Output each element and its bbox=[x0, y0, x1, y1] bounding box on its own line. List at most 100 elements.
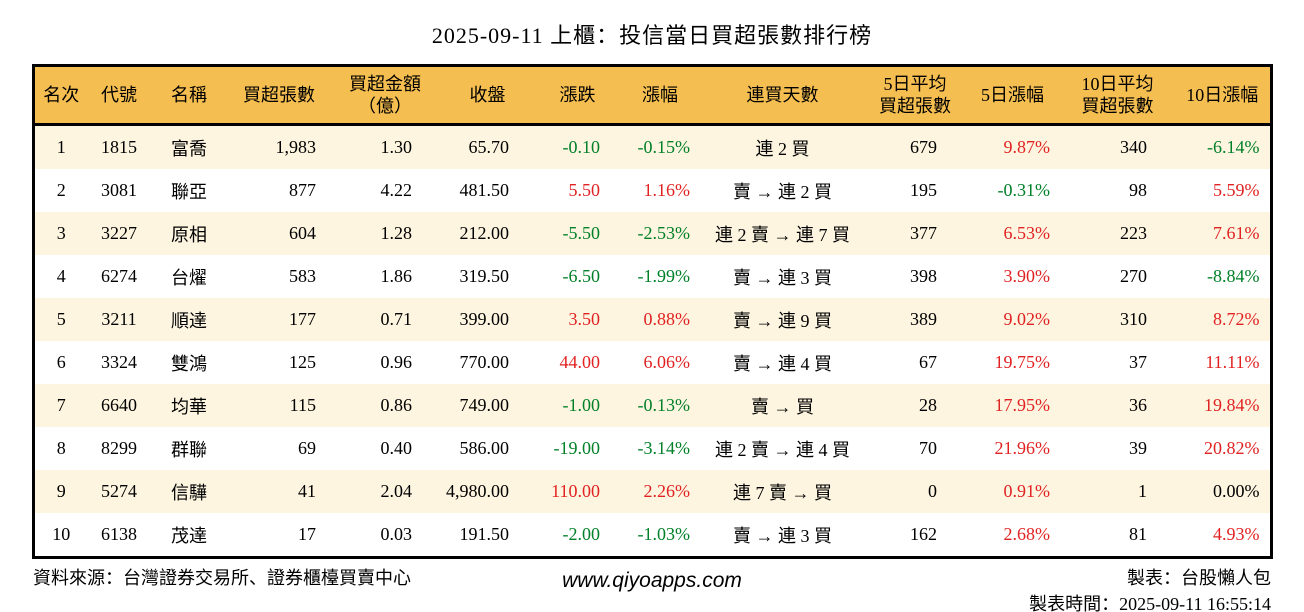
cell-avg5-net-buy: 162 bbox=[910, 524, 937, 544]
cell-net-buy-amount: 0.71 bbox=[380, 309, 413, 329]
cell-net-buy-amount: 0.86 bbox=[380, 395, 413, 415]
table-header: 名次 代號 名稱 買超張數 買超金額 （億） 收盤 漲跌 漲幅 連買天數 5日平… bbox=[33, 65, 1271, 126]
cell-pct5: 6.53% bbox=[1003, 223, 1051, 243]
cell-change-pct: -2.53% bbox=[637, 223, 691, 243]
cell-avg10-net-buy: 36 bbox=[1129, 395, 1147, 415]
cell-pct10: 7.61% bbox=[1213, 223, 1260, 243]
column-header-avg5-net-buy: 5日平均 買超張數 bbox=[865, 65, 965, 126]
column-header-buy-streak: 連買天數 bbox=[700, 65, 865, 126]
cell-stock-code: 1815 bbox=[101, 137, 137, 157]
cell-net-buy-amount: 2.04 bbox=[380, 481, 413, 501]
cell-rank: 7 bbox=[56, 395, 66, 415]
column-header-pct5: 5日漲幅 bbox=[965, 65, 1060, 126]
cell-close-price: 399.00 bbox=[459, 309, 510, 329]
cell-buy-streak: 賣 → 連 3 買 bbox=[733, 267, 832, 288]
cell-net-buy-amount: 0.03 bbox=[380, 524, 413, 544]
cell-avg10-net-buy: 98 bbox=[1129, 180, 1147, 200]
cell-stock-name: 聯亞 bbox=[171, 181, 207, 202]
cell-net-buy-amount: 4.22 bbox=[380, 180, 413, 200]
cell-close-price: 586.00 bbox=[459, 438, 510, 458]
cell-pct10: 11.11% bbox=[1205, 352, 1260, 372]
cell-net-buy-volume: 583 bbox=[289, 266, 316, 286]
cell-change: -5.50 bbox=[562, 223, 601, 243]
cell-stock-code: 3211 bbox=[101, 309, 137, 329]
table-row: 2 3081 聯亞 877 4.22 481.50 5.50 1.16% 賣 →… bbox=[33, 169, 1271, 212]
cell-avg10-net-buy: 39 bbox=[1129, 438, 1147, 458]
cell-avg10-net-buy: 270 bbox=[1120, 266, 1147, 286]
table-row: 9 5274 信驊 41 2.04 4,980.00 110.00 2.26% … bbox=[33, 470, 1271, 513]
cell-change: -0.10 bbox=[562, 137, 601, 157]
cell-net-buy-volume: 41 bbox=[298, 481, 316, 501]
cell-pct10: 0.00% bbox=[1213, 481, 1260, 501]
cell-change: 5.50 bbox=[568, 180, 601, 200]
cell-close-price: 319.50 bbox=[459, 266, 510, 286]
cell-avg5-net-buy: 377 bbox=[910, 223, 937, 243]
cell-stock-name: 台燿 bbox=[171, 267, 207, 288]
cell-stock-code: 3227 bbox=[101, 223, 137, 243]
cell-net-buy-volume: 604 bbox=[289, 223, 316, 243]
cell-buy-streak: 賣 → 買 bbox=[751, 396, 814, 417]
cell-stock-name: 雙鴻 bbox=[171, 353, 207, 374]
cell-buy-streak: 賣 → 連 4 買 bbox=[733, 353, 832, 374]
cell-buy-streak: 賣 → 連 9 買 bbox=[733, 310, 832, 331]
cell-buy-streak: 連 7 賣 → 買 bbox=[733, 482, 832, 503]
cell-avg5-net-buy: 0 bbox=[928, 481, 937, 501]
cell-buy-streak: 連 2 賣 → 連 4 買 bbox=[715, 439, 850, 460]
cell-close-price: 770.00 bbox=[459, 352, 510, 372]
cell-change-pct: 2.26% bbox=[643, 481, 691, 501]
cell-rank: 10 bbox=[52, 524, 71, 544]
website-url: www.qiyoapps.com bbox=[562, 569, 742, 592]
cell-avg5-net-buy: 389 bbox=[910, 309, 937, 329]
cell-change: -2.00 bbox=[562, 524, 601, 544]
cell-net-buy-amount: 1.28 bbox=[380, 223, 413, 243]
cell-rank: 5 bbox=[56, 309, 66, 329]
cell-pct5: 0.91% bbox=[1003, 481, 1051, 501]
cell-change: -1.00 bbox=[562, 395, 601, 415]
cell-change-pct: -0.15% bbox=[637, 137, 691, 157]
data-source-note: 資料來源：台灣證券交易所、證券櫃檯買賣中心 bbox=[33, 568, 411, 588]
credits-block: 製表：台股懶人包 製表時間：2025-09-11 16:55:14 bbox=[742, 565, 1271, 612]
cell-net-buy-volume: 115 bbox=[289, 395, 316, 415]
cell-stock-name: 順達 bbox=[171, 310, 207, 331]
cell-buy-streak: 賣 → 連 3 買 bbox=[733, 525, 832, 546]
cell-avg10-net-buy: 37 bbox=[1129, 352, 1147, 372]
table-row: 10 6138 茂達 17 0.03 191.50 -2.00 -1.03% 賣… bbox=[33, 513, 1271, 558]
cell-change-pct: 1.16% bbox=[643, 180, 691, 200]
table-row: 4 6274 台燿 583 1.86 319.50 -6.50 -1.99% 賣… bbox=[33, 255, 1271, 298]
cell-stock-name: 群聯 bbox=[171, 439, 207, 460]
cell-net-buy-amount: 0.40 bbox=[380, 438, 413, 458]
column-header-net-buy-amount: 買超金額 （億） bbox=[330, 65, 440, 126]
cell-change-pct: -1.99% bbox=[637, 266, 691, 286]
ranking-table: 名次 代號 名稱 買超張數 買超金額 （億） 收盤 漲跌 漲幅 連買天數 5日平… bbox=[31, 64, 1273, 559]
cell-pct5: 21.96% bbox=[994, 438, 1051, 458]
cell-pct5: 19.75% bbox=[994, 352, 1051, 372]
cell-avg5-net-buy: 28 bbox=[919, 395, 937, 415]
cell-net-buy-volume: 69 bbox=[298, 438, 316, 458]
cell-stock-name: 原相 bbox=[171, 224, 207, 245]
cell-rank: 3 bbox=[56, 223, 66, 243]
cell-net-buy-volume: 17 bbox=[298, 524, 316, 544]
column-header-close: 收盤 bbox=[440, 65, 535, 126]
cell-pct5: 9.87% bbox=[1003, 137, 1051, 157]
cell-close-price: 212.00 bbox=[459, 223, 510, 243]
cell-rank: 1 bbox=[56, 137, 66, 157]
cell-stock-code: 3081 bbox=[101, 180, 137, 200]
cell-stock-code: 6640 bbox=[101, 395, 137, 415]
table-row: 5 3211 順達 177 0.71 399.00 3.50 0.88% 賣 →… bbox=[33, 298, 1271, 341]
table-row: 3 3227 原相 604 1.28 212.00 -5.50 -2.53% 連… bbox=[33, 212, 1271, 255]
cell-pct10: -8.84% bbox=[1207, 266, 1260, 286]
cell-stock-name: 富喬 bbox=[171, 138, 207, 159]
table-row: 7 6640 均華 115 0.86 749.00 -1.00 -0.13% 賣… bbox=[33, 384, 1271, 427]
cell-stock-code: 5274 bbox=[101, 481, 137, 501]
table-row: 6 3324 雙鴻 125 0.96 770.00 44.00 6.06% 賣 … bbox=[33, 341, 1271, 384]
cell-pct10: -6.14% bbox=[1207, 137, 1260, 157]
column-header-change: 漲跌 bbox=[535, 65, 620, 126]
cell-close-price: 4,980.00 bbox=[446, 481, 509, 501]
cell-avg10-net-buy: 223 bbox=[1120, 223, 1147, 243]
cell-avg5-net-buy: 70 bbox=[919, 438, 937, 458]
cell-net-buy-volume: 125 bbox=[289, 352, 316, 372]
cell-pct5: 17.95% bbox=[994, 395, 1051, 415]
column-header-change-pct: 漲幅 bbox=[620, 65, 700, 126]
cell-pct5: 9.02% bbox=[1003, 309, 1051, 329]
